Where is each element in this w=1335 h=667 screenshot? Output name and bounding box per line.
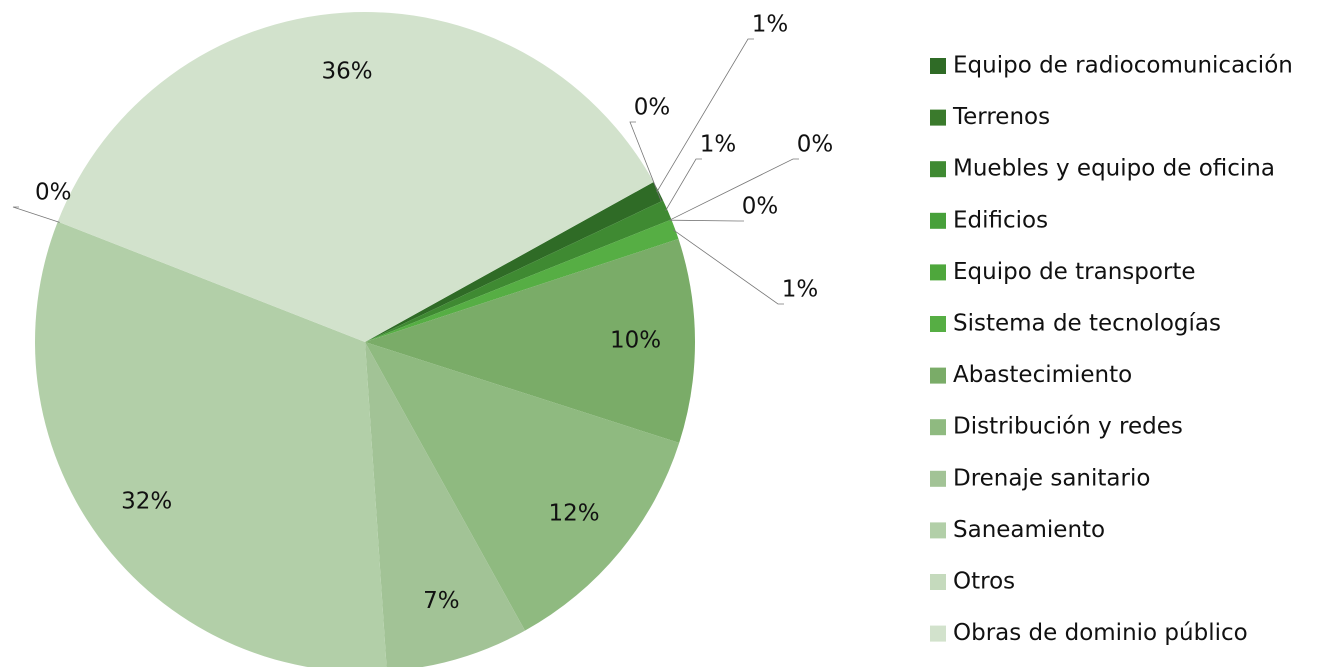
data-label: 1% — [752, 12, 789, 38]
data-label: 0% — [634, 95, 671, 121]
leader-line — [656, 38, 754, 193]
legend-label: Saneamiento — [953, 517, 1105, 543]
legend-label: Otros — [953, 569, 1015, 595]
data-label: 32% — [121, 488, 172, 514]
legend-label: Terrenos — [952, 104, 1050, 130]
data-label: 1% — [782, 277, 819, 303]
pie-slice — [35, 221, 387, 667]
pie-slice — [365, 342, 680, 631]
legend-label: Obras de dominio público — [953, 620, 1248, 646]
legend-label: Muebles y equipo de oficina — [953, 156, 1275, 182]
legend-swatch — [930, 367, 946, 384]
leader-line — [665, 158, 702, 211]
data-label: 7% — [423, 588, 460, 614]
legend-label: Distribución y redes — [953, 414, 1183, 440]
legend-label: Sistema de tecnologías — [953, 311, 1221, 337]
legend-swatch — [930, 316, 946, 332]
pie-slice — [57, 11, 654, 343]
pie-slice — [365, 200, 672, 342]
pie-slice — [365, 219, 679, 342]
legend-swatch — [930, 419, 946, 436]
leader-line — [669, 158, 799, 221]
pie-slice — [365, 238, 695, 443]
legend-swatch — [930, 264, 946, 281]
data-label: 0% — [742, 194, 779, 220]
legend-label: Edificios — [953, 207, 1048, 233]
legend-swatch — [930, 58, 946, 74]
legend-swatch — [930, 574, 946, 590]
legend-swatch — [930, 522, 946, 539]
legend-swatch — [930, 161, 946, 178]
pie-slice — [365, 182, 664, 342]
legend-swatch — [930, 109, 946, 126]
legend-label: Equipo de transporte — [953, 259, 1196, 285]
legend-label: Abastecimiento — [953, 362, 1132, 388]
data-label: 1% — [700, 132, 737, 158]
legend-swatch — [930, 470, 946, 487]
legend-label: Equipo de radiocomunicación — [953, 53, 1293, 79]
leader-line — [12, 206, 60, 223]
legend-swatch — [930, 212, 946, 229]
leader-line — [629, 121, 662, 202]
legend-swatch — [930, 625, 946, 642]
leader-line — [672, 229, 784, 305]
data-label: 0% — [35, 180, 72, 206]
data-label: 10% — [610, 328, 661, 354]
data-label: 12% — [549, 500, 600, 526]
data-label: 0% — [797, 132, 834, 158]
leader-line — [669, 219, 744, 222]
legend-label: Drenaje sanitario — [953, 465, 1150, 491]
pie-slice — [365, 342, 525, 667]
data-label: 36% — [322, 58, 373, 84]
